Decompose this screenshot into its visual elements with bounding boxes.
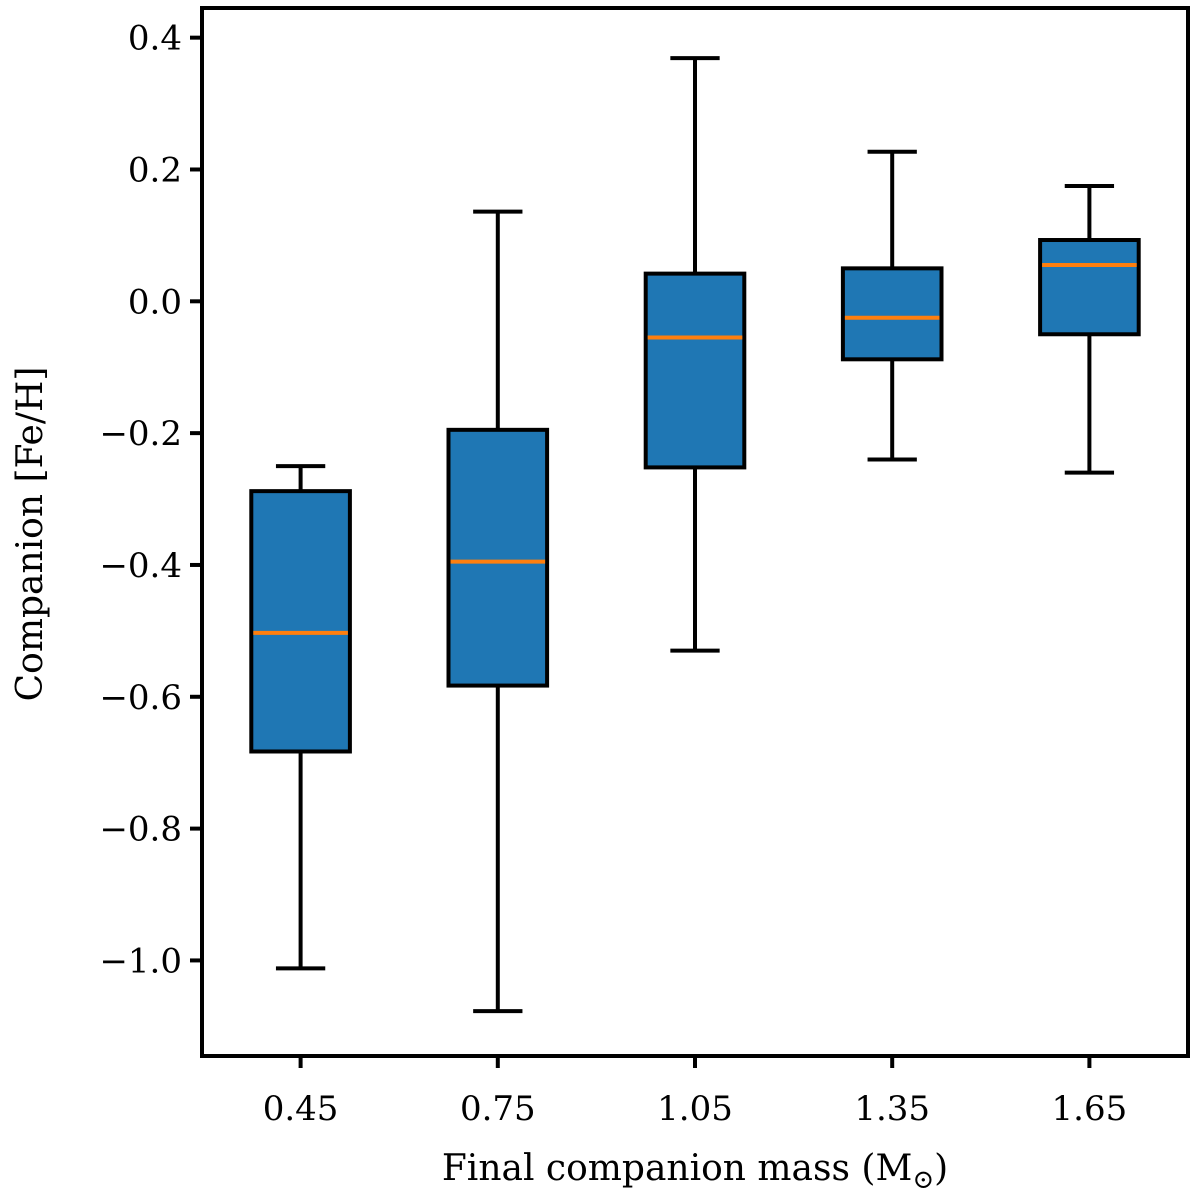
y-tick-label: −0.8 [99, 810, 182, 850]
iqr-box [446, 427, 550, 688]
x-tick-label: 1.65 [1052, 1089, 1128, 1129]
y-tick-label: −0.4 [99, 546, 182, 586]
y-axis-label: Companion [Fe/H] [10, 367, 51, 702]
x-tick-label: 1.05 [657, 1089, 733, 1129]
x-axis-label: Final companion mass (M⊙) [442, 1148, 948, 1195]
x-axis-ticks: 0.45 0.75 1.05 1.35 1.65 [263, 1056, 1128, 1129]
iqr-box [840, 266, 944, 362]
box-group-2 [446, 209, 550, 1014]
x-tick-label: 1.35 [854, 1089, 930, 1129]
y-tick-label: −0.6 [99, 678, 182, 718]
box-group-5 [1038, 183, 1141, 475]
y-tick-label: −0.2 [99, 414, 182, 454]
y-axis-ticks: 0.4 0.2 0.0 −0.2 −0.4 −0.6 −0.8 −1.0 [99, 19, 202, 981]
y-tick-label: 0.2 [128, 150, 182, 190]
box-group-4 [840, 149, 944, 462]
y-tick-label: 0.0 [128, 282, 182, 322]
x-tick-label: 0.45 [263, 1089, 339, 1129]
box-group-3 [643, 56, 747, 653]
boxes-layer [249, 56, 1141, 1014]
y-tick-label: −1.0 [99, 941, 182, 981]
x-tick-label: 0.75 [460, 1089, 536, 1129]
iqr-box [1038, 238, 1141, 337]
box-group-1 [249, 464, 352, 971]
plot-frame [200, 6, 1190, 1058]
iqr-box [249, 489, 352, 754]
y-tick-label: 0.4 [128, 19, 182, 59]
iqr-box [643, 271, 747, 470]
